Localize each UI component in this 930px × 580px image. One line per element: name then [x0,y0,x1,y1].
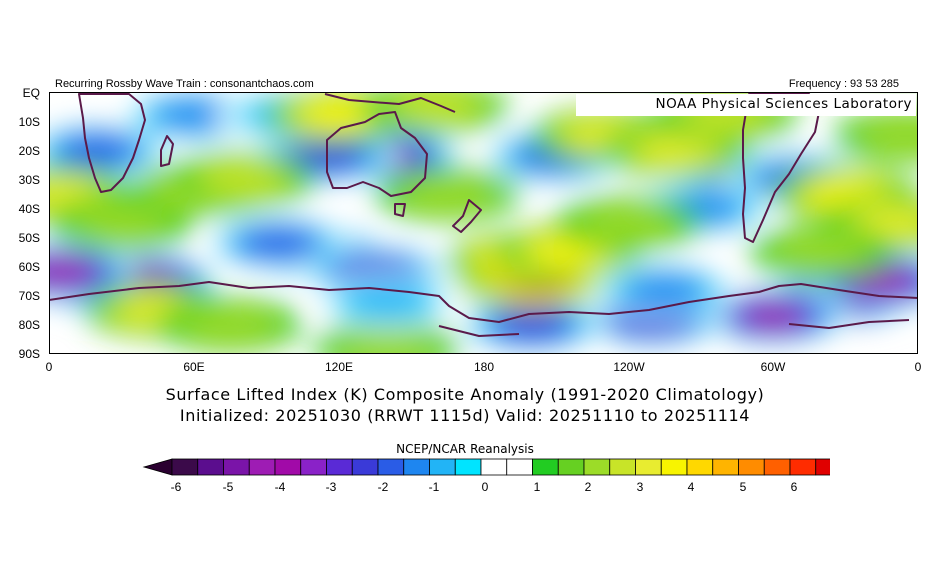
ross-ice-shelf-outline [438,325,520,337]
colorbar-cell [403,458,430,476]
tasmania-outline [394,203,406,217]
colorbar-tick: 0 [481,480,489,494]
colorbar-cell [506,458,533,476]
colorbar-cell [660,458,688,476]
colorbar-cell [248,458,276,476]
colorbar-cell [223,458,250,476]
negative-anomaly-contour [744,304,803,329]
colorbar-cell [326,458,353,476]
lat-label: 10S [18,115,40,129]
positive-anomaly-contour [860,117,918,154]
colorbar-tick: -3 [325,480,337,494]
madagascar-outline [160,135,174,167]
antarctica-outline [49,281,918,323]
colorbar-tick: -6 [170,480,182,494]
colorbar-cell [480,458,508,476]
colorbar-cell [789,458,817,476]
colorbar-cell [686,458,714,476]
coastline-outlines [49,93,918,337]
lat-label: 20S [18,144,40,158]
lat-label: 80S [18,318,40,332]
plot-subtitle: Initialized: 20251030 (RRWT 1115d) Valid… [179,406,751,425]
colorbar-cell [377,458,405,476]
colorbar-tick: 5 [739,480,747,494]
indonesia-outline [324,93,456,113]
negative-anomaly-contour [60,135,134,165]
africa-outline [78,93,146,193]
source-credit: Recurring Rossby Wave Train : consonantc… [55,78,314,90]
colorbar-cell [351,458,379,476]
positive-anomaly-contour [582,205,674,241]
lat-label: 40S [18,202,40,216]
lat-label: 70S [18,289,40,303]
australia-outline [326,111,428,197]
colorbar-cell [583,458,611,476]
lat-label: 30S [18,173,40,187]
positive-anomaly-contour [640,135,713,165]
negative-anomaly-contour [153,99,234,132]
colorbar-cell [429,458,456,476]
lon-label: 0 [914,360,922,374]
negative-anomaly-contour [853,269,910,293]
map-frame [49,92,918,354]
lon-label: 60E [183,360,205,374]
colorbar-cell [763,458,791,476]
colorbar-tick: 3 [636,480,644,494]
colorbar-cell [738,458,765,476]
negative-anomaly-contour [241,228,315,259]
colorbar-tick: -1 [428,480,440,494]
colorbar-cell [532,458,559,476]
lon-label: 120W [613,360,645,374]
colorbar-cell [557,458,585,476]
positive-anomaly-contour [75,205,167,241]
colorbar-cell [712,458,739,476]
colorbar-min-arrow [142,458,173,476]
colorbar-cell [609,458,636,476]
lat-label: 90S [18,347,40,361]
lon-label: 0 [45,360,53,374]
colorbar-tick: -5 [222,480,234,494]
colorbar-cell [197,458,224,476]
lat-label: 60S [18,260,40,274]
colorbar-tick: 4 [687,480,695,494]
institution-box: NOAA Physical Sciences Laboratory [576,94,916,116]
colorbar-tick: -4 [274,480,286,494]
plot-title: Surface Lifted Index (K) Composite Anoma… [165,385,765,404]
positive-anomaly-contour [202,163,283,196]
colorbar-cell [171,458,199,476]
colorbar-tick: 6 [790,480,798,494]
lat-label: EQ [22,86,40,100]
positive-anomaly-contour [857,208,918,238]
colorbar [142,458,830,476]
positive-anomaly-contour [341,330,433,354]
positive-anomaly-contour [775,234,867,271]
positive-anomaly-contour [395,92,476,123]
colorbar-cell [454,458,482,476]
colorbar-cell [815,458,830,476]
colorbar-cell [274,458,302,476]
colorbar-tick: 1 [533,480,541,494]
positive-anomaly-contour [304,101,373,130]
negative-anomaly-contour [49,260,90,285]
lon-label: 60W [760,360,786,374]
anomaly-field [49,92,918,354]
new-zealand-outline [452,199,482,233]
colorbar-cell [300,458,327,476]
negative-anomaly-contour [624,273,705,306]
institution-label: NOAA Physical Sciences Laboratory [655,96,912,112]
colorbar-cell [635,458,662,476]
positive-anomaly-contour [401,175,493,212]
anomaly-blobs [49,92,918,354]
colorbar-tick: 2 [584,480,592,494]
anomaly-map [49,92,918,354]
ronne-ice-shelf-outline [788,319,910,329]
colorbar-tick: -2 [377,480,389,494]
colorbar-heading: NCEP/NCAR Reanalysis [396,442,534,456]
frequency-readout: Frequency : 93 53 285 [788,78,899,90]
colorbar-cells [142,458,830,476]
lat-label: 50S [18,231,40,245]
lon-label: 180 [473,360,495,374]
lon-label: 120E [324,360,354,374]
positive-anomaly-contour [184,306,276,343]
